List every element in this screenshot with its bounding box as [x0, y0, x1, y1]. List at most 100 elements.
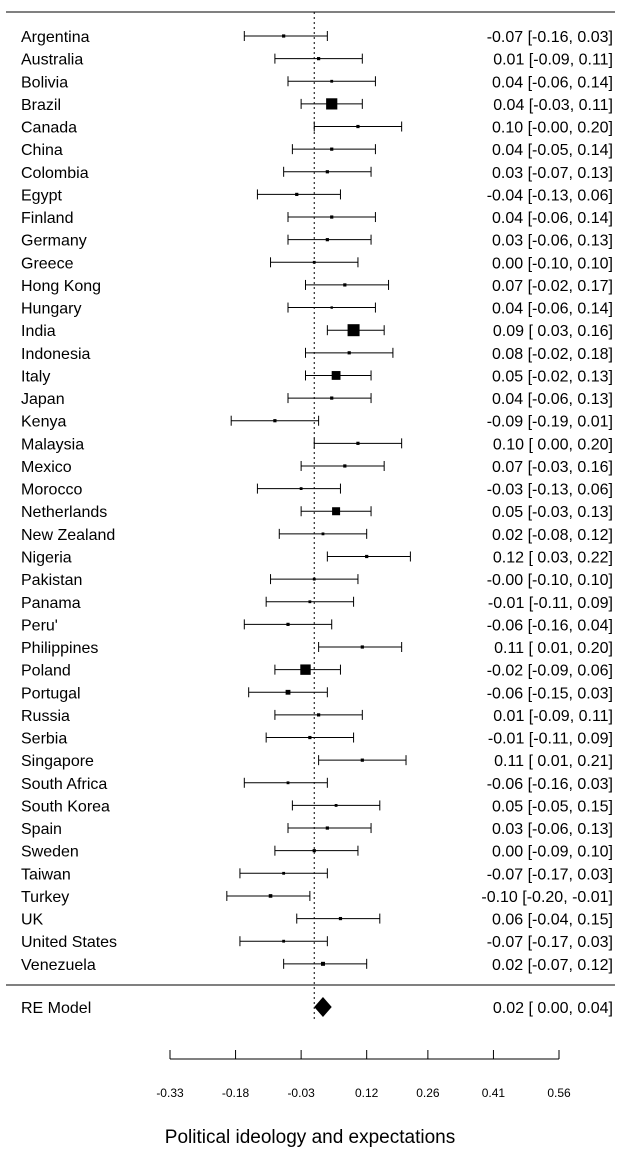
point-estimate: [360, 645, 364, 649]
study-row: Turkey -0.10 [-0.20, -0.01]: [21, 889, 613, 906]
estimate-text: 0.01 [-0.09, 0.11]: [493, 52, 613, 69]
study-row: Peru' -0.06 [-0.16, 0.04]: [21, 617, 613, 634]
study-row: Canada 0.10 [-0.00, 0.20]: [21, 120, 613, 137]
study-row: United States -0.07 [-0.17, 0.03]: [21, 934, 613, 951]
estimate-text: 0.04 [-0.05, 0.14]: [492, 142, 613, 159]
estimate-text: 0.03 [-0.06, 0.13]: [492, 821, 613, 838]
estimate-text: 0.07 [-0.03, 0.16]: [492, 459, 613, 476]
study-label: Greece: [21, 255, 74, 272]
estimate-text: 0.03 [-0.06, 0.13]: [492, 233, 613, 250]
point-estimate: [300, 664, 311, 675]
estimate-text: 0.00 [-0.10, 0.10]: [492, 255, 613, 272]
estimate-text: -0.00 [-0.10, 0.10]: [487, 572, 613, 589]
estimate-text: -0.06 [-0.15, 0.03]: [487, 685, 613, 702]
estimate-text: 0.05 [-0.02, 0.13]: [492, 368, 613, 385]
study-label: Venezuela: [21, 957, 96, 974]
study-row: Morocco -0.03 [-0.13, 0.06]: [21, 482, 613, 499]
estimate-text: 0.10 [ 0.00, 0.20]: [493, 436, 613, 453]
point-estimate: [360, 758, 364, 762]
study-row: Argentina -0.07 [-0.16, 0.03]: [21, 29, 613, 46]
study-label: Mexico: [21, 459, 72, 476]
study-label: Egypt: [21, 187, 62, 204]
study-label: Portugal: [21, 685, 81, 702]
study-label: Italy: [21, 368, 50, 385]
study-row: Spain 0.03 [-0.06, 0.13]: [21, 821, 613, 838]
estimate-text: -0.01 [-0.11, 0.09]: [488, 595, 613, 612]
summary-label: RE Model: [21, 1000, 91, 1017]
x-axis: -0.33 -0.18 -0.03 0.12 0.26 0.41 0.56: [156, 1050, 571, 1100]
study-label: Germany: [21, 233, 87, 250]
study-label: Russia: [21, 708, 70, 725]
point-estimate: [365, 554, 369, 559]
x-tick-label: 0.41: [482, 1086, 506, 1100]
point-estimate: [326, 98, 338, 110]
estimate-text: -0.01 [-0.11, 0.09]: [488, 731, 613, 748]
study-label: Netherlands: [21, 504, 107, 521]
study-row: Panama -0.01 [-0.11, 0.09]: [21, 595, 613, 612]
estimate-text: 0.04 [-0.06, 0.13]: [492, 391, 613, 408]
study-label: Bolivia: [21, 74, 68, 91]
estimate-text: 0.04 [-0.06, 0.14]: [492, 301, 613, 318]
estimate-text: 0.12 [ 0.03, 0.22]: [493, 549, 613, 566]
study-row: New Zealand 0.02 [-0.08, 0.12]: [21, 527, 613, 544]
estimate-text: 0.04 [-0.06, 0.14]: [492, 210, 613, 227]
estimate-text: -0.10 [-0.20, -0.01]: [481, 889, 613, 906]
study-row: Hong Kong 0.07 [-0.02, 0.17]: [21, 278, 613, 295]
point-estimate: [317, 57, 321, 61]
study-label: Singapore: [21, 753, 94, 770]
study-row: Sweden 0.00 [-0.09, 0.10]: [21, 844, 613, 861]
study-row: UK 0.06 [-0.04, 0.15]: [21, 912, 613, 929]
point-estimate: [325, 238, 329, 242]
study-row: Kenya -0.09 [-0.19, 0.01]: [21, 414, 613, 431]
estimate-text: 0.05 [-0.05, 0.15]: [492, 798, 613, 815]
point-estimate: [299, 487, 303, 490]
study-label: Serbia: [21, 731, 67, 748]
point-estimate: [312, 849, 316, 853]
study-label: India: [21, 323, 56, 340]
study-label: New Zealand: [21, 527, 115, 544]
point-estimate: [347, 351, 351, 355]
estimate-text: -0.09 [-0.19, 0.01]: [487, 414, 613, 431]
study-row: Mexico 0.07 [-0.03, 0.16]: [21, 459, 613, 476]
study-row: Colombia 0.03 [-0.07, 0.13]: [21, 165, 613, 182]
study-row: India 0.09 [ 0.03, 0.16]: [21, 323, 613, 340]
estimate-text: -0.07 [-0.17, 0.03]: [487, 934, 613, 951]
estimate-text: -0.02 [-0.09, 0.06]: [487, 663, 613, 680]
point-estimate: [347, 324, 360, 337]
estimate-text: 0.05 [-0.03, 0.13]: [492, 504, 613, 521]
summary-estimate-text: 0.02 [ 0.00, 0.04]: [493, 1000, 613, 1017]
x-tick-label: 0.12: [355, 1086, 379, 1100]
point-estimate: [325, 170, 329, 174]
estimate-text: 0.09 [ 0.03, 0.16]: [493, 323, 613, 340]
point-estimate: [273, 419, 277, 423]
estimate-text: -0.07 [-0.17, 0.03]: [487, 866, 613, 883]
estimate-text: 0.06 [-0.04, 0.15]: [492, 912, 613, 929]
estimate-text: 0.10 [-0.00, 0.20]: [492, 120, 613, 137]
study-label: Malaysia: [21, 436, 84, 453]
study-row: Germany 0.03 [-0.06, 0.13]: [21, 233, 613, 250]
estimate-text: -0.06 [-0.16, 0.04]: [487, 617, 613, 634]
study-label: Poland: [21, 663, 71, 680]
study-row: Japan 0.04 [-0.06, 0.13]: [21, 391, 613, 408]
study-row: Netherlands 0.05 [-0.03, 0.13]: [21, 504, 613, 521]
study-row: Malaysia 0.10 [ 0.00, 0.20]: [21, 436, 613, 453]
study-label: Colombia: [21, 165, 89, 182]
point-estimate: [268, 894, 273, 898]
study-label: Pakistan: [21, 572, 82, 589]
estimate-text: -0.04 [-0.13, 0.06]: [487, 187, 613, 204]
estimate-text: -0.07 [-0.16, 0.03]: [487, 29, 613, 46]
study-label: South Korea: [21, 798, 110, 815]
point-estimate: [282, 871, 286, 875]
point-estimate: [330, 396, 334, 400]
study-label: Peru': [21, 617, 58, 634]
summary-diamond: [314, 997, 332, 1017]
study-row: South Korea 0.05 [-0.05, 0.15]: [21, 798, 613, 815]
point-estimate: [356, 441, 360, 445]
study-label: Australia: [21, 52, 83, 69]
point-estimate: [343, 283, 347, 287]
study-label: Hungary: [21, 301, 81, 318]
point-estimate: [334, 804, 338, 807]
study-row: Nigeria 0.12 [ 0.03, 0.22]: [21, 549, 613, 566]
point-estimate: [332, 507, 341, 516]
study-label: United States: [21, 934, 117, 951]
